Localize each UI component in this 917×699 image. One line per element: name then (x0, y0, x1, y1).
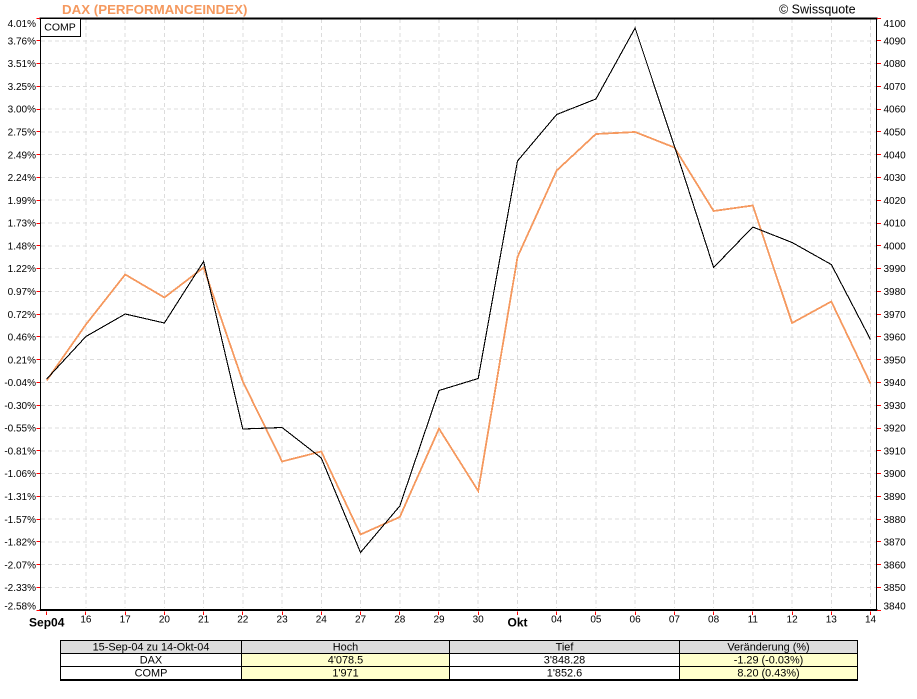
svg-text:23: 23 (277, 615, 289, 626)
svg-text:4080: 4080 (884, 59, 907, 70)
svg-text:8.20 (0.43%): 8.20 (0.43%) (737, 668, 799, 680)
svg-text:Veränderung (%): Veränderung (%) (727, 642, 809, 654)
svg-text:4'078.5: 4'078.5 (328, 655, 363, 667)
svg-text:DAX: DAX (140, 655, 163, 667)
svg-text:15-Sep-04 zu 14-Okt-04: 15-Sep-04 zu 14-Okt-04 (93, 642, 210, 654)
svg-text:0.97%: 0.97% (8, 287, 36, 298)
svg-text:2.24%: 2.24% (8, 173, 36, 184)
svg-text:-2.58%: -2.58% (4, 602, 36, 613)
svg-text:1.99%: 1.99% (8, 196, 36, 207)
svg-text:4040: 4040 (884, 150, 907, 161)
svg-text:-1.82%: -1.82% (4, 538, 36, 549)
svg-text:-0.30%: -0.30% (4, 401, 36, 412)
svg-text:-1.06%: -1.06% (4, 469, 36, 480)
svg-text:Tief: Tief (556, 642, 575, 654)
svg-text:4070: 4070 (884, 82, 907, 93)
svg-text:3850: 3850 (884, 583, 907, 594)
svg-text:3.76%: 3.76% (8, 36, 36, 47)
svg-text:4.01%: 4.01% (8, 19, 36, 30)
svg-text:30: 30 (473, 615, 485, 626)
svg-text:COMP: COMP (44, 22, 76, 34)
svg-text:4030: 4030 (884, 173, 907, 184)
svg-text:14: 14 (865, 615, 877, 626)
svg-text:29: 29 (433, 615, 445, 626)
svg-text:Sep04: Sep04 (29, 615, 65, 629)
svg-text:3960: 3960 (884, 333, 907, 344)
svg-text:4090: 4090 (884, 36, 907, 47)
svg-text:-0.04%: -0.04% (4, 378, 36, 389)
svg-text:4010: 4010 (884, 219, 907, 230)
svg-text:0.21%: 0.21% (8, 355, 36, 366)
svg-text:COMP: COMP (135, 668, 168, 680)
svg-text:4100: 4100 (884, 19, 907, 30)
svg-text:4050: 4050 (884, 128, 907, 139)
svg-text:-0.55%: -0.55% (4, 424, 36, 435)
svg-text:1.22%: 1.22% (8, 264, 36, 275)
svg-text:1'852.6: 1'852.6 (547, 668, 582, 680)
svg-text:1'971: 1'971 (332, 668, 358, 680)
svg-text:11: 11 (748, 615, 759, 626)
svg-text:-1.31%: -1.31% (4, 492, 36, 503)
svg-text:-0.81%: -0.81% (4, 446, 36, 457)
svg-text:2.75%: 2.75% (8, 128, 36, 139)
svg-text:3840: 3840 (884, 602, 907, 613)
svg-text:3970: 3970 (884, 310, 907, 321)
svg-text:3990: 3990 (884, 264, 907, 275)
svg-text:28: 28 (394, 615, 406, 626)
svg-text:-2.33%: -2.33% (4, 583, 36, 594)
svg-text:0.46%: 0.46% (8, 333, 36, 344)
svg-text:13: 13 (826, 615, 838, 626)
svg-text:1.73%: 1.73% (8, 219, 36, 230)
svg-text:22: 22 (237, 615, 249, 626)
svg-text:17: 17 (120, 615, 132, 626)
svg-text:3950: 3950 (884, 355, 907, 366)
svg-text:21: 21 (198, 615, 210, 626)
svg-text:3910: 3910 (884, 446, 907, 457)
svg-text:-1.57%: -1.57% (4, 515, 36, 526)
svg-text:27: 27 (355, 615, 367, 626)
svg-text:3'848.28: 3'848.28 (544, 655, 585, 667)
svg-text:3940: 3940 (884, 378, 907, 389)
svg-text:3870: 3870 (884, 538, 907, 549)
svg-text:4000: 4000 (884, 241, 907, 252)
svg-text:12: 12 (787, 615, 799, 626)
svg-text:3930: 3930 (884, 401, 907, 412)
svg-text:Okt: Okt (507, 615, 527, 629)
svg-text:16: 16 (80, 615, 92, 626)
svg-text:0.72%: 0.72% (8, 310, 36, 321)
svg-text:4060: 4060 (884, 105, 907, 116)
svg-text:07: 07 (669, 615, 681, 626)
svg-text:Hoch: Hoch (333, 642, 358, 654)
svg-text:3.51%: 3.51% (8, 59, 36, 70)
svg-text:3920: 3920 (884, 424, 907, 435)
svg-text:-2.07%: -2.07% (4, 560, 36, 571)
svg-text:08: 08 (708, 615, 720, 626)
svg-text:3.00%: 3.00% (8, 105, 36, 116)
svg-text:3880: 3880 (884, 515, 907, 526)
svg-text:© Swissquote: © Swissquote (779, 3, 856, 17)
svg-text:1.48%: 1.48% (8, 241, 36, 252)
svg-text:05: 05 (590, 615, 602, 626)
svg-text:4020: 4020 (884, 196, 907, 207)
svg-text:2.49%: 2.49% (8, 150, 36, 161)
svg-text:04: 04 (551, 615, 563, 626)
svg-text:3890: 3890 (884, 492, 907, 503)
svg-text:24: 24 (316, 615, 328, 626)
svg-text:3980: 3980 (884, 287, 907, 298)
svg-text:3860: 3860 (884, 560, 907, 571)
svg-text:-1.29 (-0.03%): -1.29 (-0.03%) (734, 655, 804, 667)
svg-text:3.25%: 3.25% (8, 82, 36, 93)
svg-text:3900: 3900 (884, 469, 907, 480)
svg-text:20: 20 (159, 615, 171, 626)
svg-text:06: 06 (630, 615, 642, 626)
svg-text:DAX (PERFORMANCEINDEX): DAX (PERFORMANCEINDEX) (62, 2, 247, 17)
